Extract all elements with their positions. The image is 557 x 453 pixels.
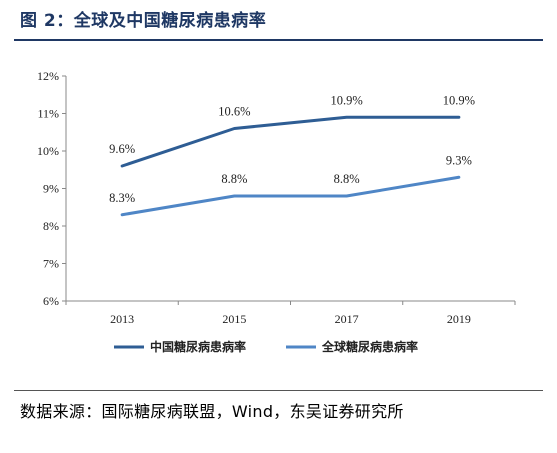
title-rule: [14, 39, 543, 41]
y-tick-label: 11%: [37, 107, 59, 121]
data-label: 8.8%: [334, 172, 360, 186]
series-line-1: [120, 115, 461, 168]
y-tick-label: 9%: [43, 182, 59, 196]
y-tick-label: 7%: [43, 257, 59, 271]
y-tick-label: 8%: [43, 219, 59, 233]
x-tick-label: 2019: [447, 312, 471, 326]
data-label: 10.9%: [443, 93, 475, 107]
figure-title: 图 2：全球及中国糖尿病患病率: [20, 11, 267, 31]
data-label: 10.6%: [218, 105, 250, 119]
y-tick-label: 10%: [37, 144, 59, 158]
legend-label-2: 全球糖尿病患病率: [321, 339, 418, 354]
line-chart: 6% 7% 8% 9% 10% 11% 12% 2013 2015 2017 2019 9.6% 10.…: [37, 69, 516, 354]
source-rule: [14, 390, 543, 391]
legend-label-1: 中国糖尿病患病率: [150, 339, 246, 354]
data-label: 8.3%: [109, 191, 135, 205]
source-note: 数据来源：国际糖尿病联盟，Wind，东吴证券研究所: [20, 402, 404, 421]
data-label: 9.6%: [109, 142, 135, 156]
data-label: 9.3%: [446, 153, 472, 167]
x-tick-label: 2013: [110, 312, 134, 326]
data-label: 10.9%: [330, 93, 362, 107]
x-tick-label: 2015: [222, 312, 246, 326]
y-tick-label: 6%: [43, 294, 59, 308]
y-tick-label: 12%: [37, 69, 59, 83]
series-line-2: [120, 175, 461, 217]
data-label: 8.8%: [221, 172, 247, 186]
x-tick-label: 2017: [335, 312, 359, 326]
